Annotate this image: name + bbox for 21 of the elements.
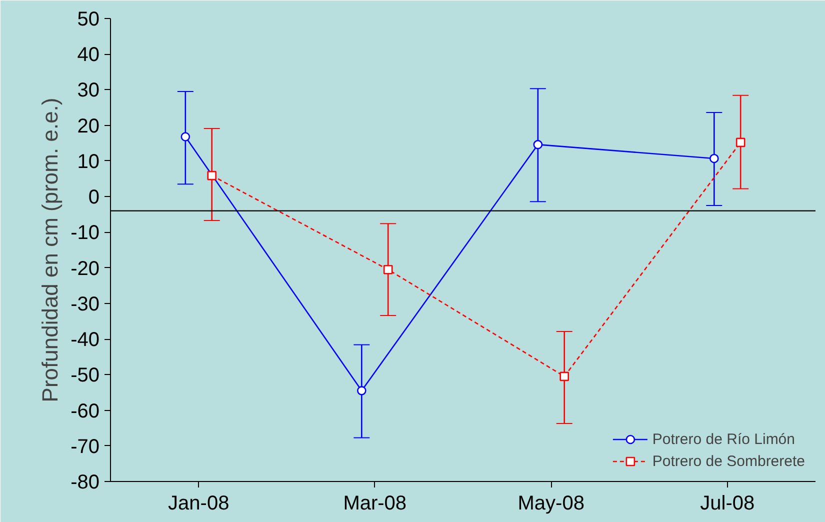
legend-label: Potrero de Río Limón xyxy=(652,430,795,448)
y-tick-label: -50 xyxy=(70,364,100,387)
y-tick-label: -30 xyxy=(70,293,100,316)
y-tick-label: 0 xyxy=(88,186,100,209)
y-axis-title: Profundidad en cm (prom. e.e.) xyxy=(38,98,63,402)
y-tick-label: 40 xyxy=(77,44,100,66)
x-tick-label: Jul-08 xyxy=(700,492,755,514)
y-tick-label: -60 xyxy=(70,400,100,422)
y-tick-label: -10 xyxy=(70,222,100,244)
y-tick-label: -40 xyxy=(70,329,100,352)
x-tick-label: May-08 xyxy=(518,492,584,514)
y-tick-label: -80 xyxy=(70,472,100,494)
y-tick-label: 50 xyxy=(77,8,100,30)
y-tick-label: -70 xyxy=(70,436,100,458)
y-tick-label: -20 xyxy=(70,258,100,280)
y-tick-label: 10 xyxy=(77,150,100,173)
legend-label: Potrero de Sombrerete xyxy=(652,452,805,470)
x-tick-label: Jan-08 xyxy=(168,492,230,514)
x-tick-label: Mar-08 xyxy=(343,492,407,514)
y-tick-label: 20 xyxy=(77,115,100,138)
y-tick-label: 30 xyxy=(77,80,100,102)
